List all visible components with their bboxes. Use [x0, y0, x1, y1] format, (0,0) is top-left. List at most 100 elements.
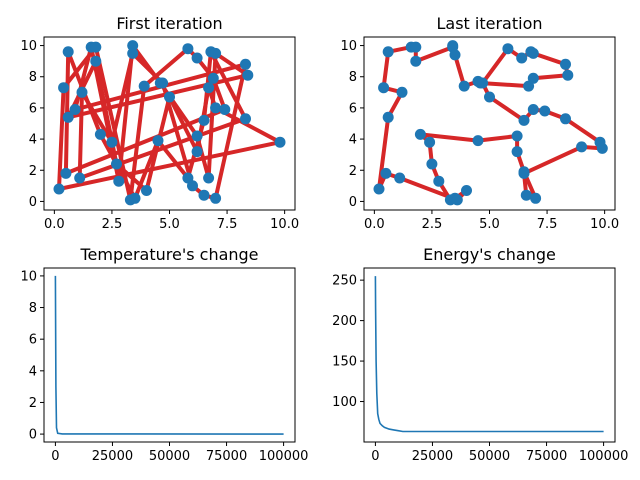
city-point — [90, 41, 102, 53]
city-point — [62, 46, 74, 58]
city-point — [113, 175, 125, 187]
city-point — [127, 40, 139, 52]
y-tick-label: 8 — [29, 301, 37, 316]
x-tick-label: 7.5 — [537, 217, 558, 232]
city-point — [410, 55, 422, 67]
route-segment — [57, 140, 282, 191]
route-segment — [213, 62, 248, 201]
route-segment — [66, 73, 250, 120]
city-point — [414, 128, 426, 140]
city-point — [203, 82, 215, 94]
city-point — [127, 47, 139, 59]
route-segment — [476, 134, 520, 143]
y-tick-label: 10 — [20, 39, 37, 54]
city-point — [106, 136, 118, 148]
city-point — [191, 146, 203, 158]
city-point — [394, 172, 406, 184]
route-segment — [77, 116, 248, 180]
y-tick-label: 10 — [340, 39, 357, 54]
axes-frame — [363, 36, 616, 211]
route-segment — [167, 95, 200, 154]
city-point — [458, 80, 470, 92]
subplot-title: Last iteration — [436, 14, 542, 33]
x-tick-label: 50000 — [149, 449, 190, 464]
city-point — [410, 41, 422, 53]
city-point — [451, 194, 463, 206]
x-tick-label: 2.5 — [422, 217, 443, 232]
city-point — [461, 185, 472, 196]
x-tick-label: 0.0 — [364, 217, 385, 232]
city-point — [426, 158, 438, 170]
y-tick-label: 4 — [29, 133, 37, 148]
city-point — [562, 69, 574, 81]
city-point — [210, 192, 222, 204]
plot-area — [374, 276, 604, 433]
city-point — [111, 158, 122, 170]
y-tick-label: 8 — [29, 70, 37, 85]
y-tick-label: 250 — [332, 274, 357, 289]
city-point — [76, 86, 88, 98]
city-point — [472, 135, 484, 147]
x-tick-label: 75000 — [526, 449, 567, 464]
route-segment — [77, 90, 84, 180]
route-segment — [487, 95, 526, 123]
y-tick-label: 0 — [29, 195, 37, 210]
city-point — [518, 166, 530, 178]
x-tick-label: 7.5 — [217, 217, 238, 232]
city-point — [477, 77, 489, 89]
city-point — [518, 114, 530, 126]
city-point — [74, 172, 86, 184]
route-segment — [531, 73, 570, 81]
city-point — [164, 91, 175, 103]
route-segment — [563, 116, 602, 145]
route-segment — [158, 81, 200, 138]
y-tick-label: 6 — [29, 333, 37, 348]
y-tick-label: 0 — [29, 428, 37, 443]
city-point — [449, 49, 461, 61]
x-tick-label: 5.0 — [479, 217, 500, 232]
city-point — [240, 58, 251, 70]
subplot-title: Energy's change — [423, 245, 556, 264]
city-point — [210, 102, 222, 114]
x-tick-label: 0 — [371, 449, 379, 464]
city-point — [182, 43, 194, 55]
energy-line — [374, 276, 604, 433]
city-point — [502, 43, 514, 55]
city-point — [539, 105, 551, 117]
city-point — [129, 192, 141, 204]
route-segment — [142, 46, 190, 89]
city-point — [382, 111, 394, 123]
y-tick-label: 100 — [332, 395, 357, 410]
city-point — [447, 40, 459, 52]
y-tick-label: 0 — [349, 195, 357, 210]
city-point — [94, 128, 106, 140]
y-tick-label: 4 — [29, 364, 37, 379]
y-tick-label: 4 — [349, 133, 357, 148]
route-segment — [418, 132, 480, 143]
y-tick-label: 2 — [29, 396, 37, 411]
subplot-2: Last iteration 0.0 2.5 5.0 7.5 10.0 0 2 4 6 8 10 — [340, 14, 619, 232]
city-point — [560, 113, 571, 125]
y-tick-label: 150 — [332, 355, 357, 370]
y-tick-label: 8 — [349, 70, 357, 85]
x-tick-label: 10.0 — [590, 217, 619, 232]
y-tick-label: 2 — [29, 164, 37, 179]
route-segment — [480, 46, 510, 85]
subplot-title: First iteration — [116, 14, 222, 33]
city-point — [191, 130, 203, 142]
city-point — [511, 130, 523, 142]
city-point — [240, 113, 251, 125]
subplot-title: Temperature's change — [79, 245, 258, 264]
city-point — [58, 82, 70, 94]
city-point — [203, 172, 215, 184]
route-segment — [114, 162, 149, 193]
city-point — [530, 192, 542, 204]
city-point — [154, 77, 166, 89]
city-point — [596, 142, 608, 154]
city-point — [69, 104, 81, 115]
x-tick-label: 50000 — [469, 449, 510, 464]
y-tick-label: 200 — [332, 314, 357, 329]
x-tick-label: 0 — [51, 449, 59, 464]
y-tick-label: 6 — [29, 101, 37, 116]
city-point — [138, 80, 150, 92]
